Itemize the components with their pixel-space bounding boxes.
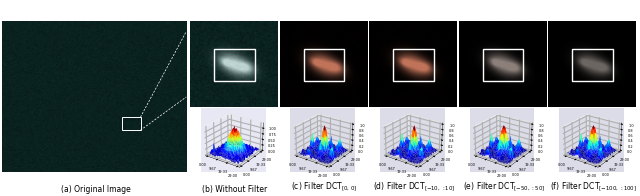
- Bar: [303, 49, 344, 81]
- Text: (c) Filter DCT$_{[0,\,0]}$: (c) Filter DCT$_{[0,\,0]}$: [291, 181, 358, 194]
- Text: (e) Filter DCT$_{[-50,\,:50]}$: (e) Filter DCT$_{[-50,\,:50]}$: [463, 181, 545, 194]
- Bar: [214, 49, 255, 81]
- Title: SCR=1.4246: SCR=1.4246: [478, 12, 527, 21]
- Title: SCR=1.0159: SCR=1.0159: [568, 12, 616, 21]
- Title: SCR=1.5231: SCR=1.5231: [388, 12, 437, 21]
- Text: (f) Filter DCT$_{[-100,\,:100]}$: (f) Filter DCT$_{[-100,\,:100]}$: [550, 181, 637, 194]
- Title: SCR=1.5797: SCR=1.5797: [299, 12, 348, 21]
- Text: (a) Original Image: (a) Original Image: [61, 185, 131, 194]
- Bar: [483, 49, 524, 81]
- Bar: [572, 49, 613, 81]
- Bar: [393, 49, 434, 81]
- Bar: [122, 117, 141, 130]
- Title: SCR=0.9939: SCR=0.9939: [209, 12, 258, 21]
- Text: (d) Filter DCT$_{[-10,\,:10]}$: (d) Filter DCT$_{[-10,\,:10]}$: [373, 181, 455, 194]
- Text: (b) Without Filter: (b) Without Filter: [202, 185, 268, 194]
